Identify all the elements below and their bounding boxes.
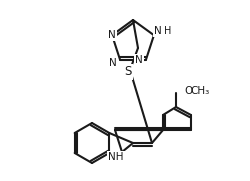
Text: N: N xyxy=(109,58,116,68)
Text: N: N xyxy=(154,26,161,36)
Text: S: S xyxy=(124,66,131,79)
Text: H: H xyxy=(163,26,170,36)
Text: CH₃: CH₃ xyxy=(189,86,208,96)
Text: N: N xyxy=(135,55,142,65)
Text: O: O xyxy=(183,86,192,96)
Text: NH: NH xyxy=(108,152,123,162)
Text: N: N xyxy=(108,30,116,40)
